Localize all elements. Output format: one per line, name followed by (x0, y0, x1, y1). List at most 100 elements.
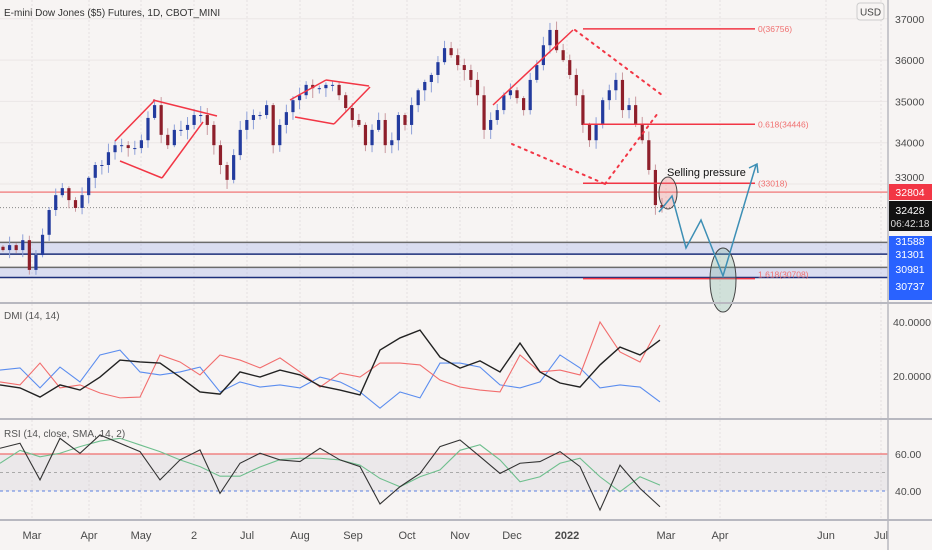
candle-body (634, 105, 638, 125)
wedge-line[interactable] (119, 160, 163, 179)
candle-body (574, 74, 578, 96)
candle-body (449, 48, 453, 56)
dmi-axis-tick: 40.0000 (893, 317, 931, 329)
candle-body (120, 145, 124, 147)
candle-body (344, 95, 348, 109)
candle-body (627, 105, 631, 111)
selling-pressure-annotation: Selling pressure (667, 167, 746, 179)
candle-body (581, 95, 585, 125)
candle-body (133, 148, 137, 150)
candle-body (620, 79, 625, 111)
candle-body (357, 119, 361, 125)
wedge-line[interactable] (289, 79, 327, 101)
candle-body (34, 255, 38, 270)
dotted-trend-line[interactable] (604, 112, 659, 185)
time-axis-label: Jun (817, 530, 835, 542)
wedge-line[interactable] (294, 116, 335, 125)
candle-body (139, 140, 143, 149)
candle-body (535, 65, 539, 80)
dotted-trend-line[interactable] (574, 29, 663, 96)
candle-body (337, 84, 341, 96)
candle-body (456, 55, 460, 66)
support-zone[interactable] (0, 242, 888, 255)
time-axis-label: Aug (290, 530, 310, 542)
rsi-axis-tick: 60.00 (895, 449, 921, 461)
support-zone[interactable] (0, 267, 888, 278)
candle-body (561, 50, 565, 61)
candle-body (100, 165, 104, 167)
candle-body (271, 105, 275, 146)
candle-body (14, 245, 18, 251)
candle-body (377, 119, 381, 130)
candle-body (232, 155, 236, 180)
drawings[interactable]: 0(36756) 0.618(34446) (33018) 1.618(30708) S… (114, 24, 809, 313)
candle-body (106, 152, 111, 166)
candle-body (363, 124, 368, 146)
wedge-line[interactable] (152, 99, 218, 117)
time-axis-label: Sep (343, 530, 363, 542)
time-axis-label: Jul (874, 530, 888, 542)
candle-body (40, 234, 45, 256)
candle-body (159, 105, 163, 135)
zone-price-value: 31588 (895, 236, 924, 248)
zone-price-value: 31301 (895, 249, 924, 261)
rsi-series-line (0, 434, 661, 512)
dmi-series-line (0, 320, 661, 399)
candle-body (126, 145, 130, 149)
candle-body (647, 140, 651, 170)
alert-price-label (889, 184, 932, 200)
candle-body (284, 112, 288, 125)
candle-body (475, 79, 480, 96)
projection-path[interactable] (658, 164, 757, 279)
zone-price-labels (889, 236, 932, 300)
target-ellipse[interactable] (709, 247, 737, 313)
candle-body (396, 115, 400, 141)
price-axis-tick: 37000 (895, 14, 924, 26)
candle-body (607, 90, 611, 101)
candle-body (47, 210, 51, 235)
rsi-axis-tick: 40.00 (895, 486, 921, 498)
candle-body (462, 65, 466, 71)
candle-body (568, 60, 572, 75)
currency-label: USD (860, 8, 881, 19)
trend-line[interactable] (492, 29, 574, 106)
zone-price-value: 30981 (895, 264, 924, 276)
candle-body (54, 195, 58, 211)
wedge-line[interactable] (114, 99, 156, 142)
candle-body (416, 90, 420, 106)
candle-body (403, 115, 407, 125)
candle-body (212, 124, 216, 146)
candle-body (166, 134, 170, 146)
candle-body (251, 115, 256, 120)
price-candles (1, 21, 664, 275)
dmi-pane (0, 320, 661, 409)
candle-body (265, 105, 269, 116)
dmi-title: DMI (14, 14) (4, 311, 60, 322)
candle-body (80, 195, 84, 208)
wedge-line[interactable] (161, 121, 204, 179)
candle-body (304, 84, 308, 96)
wedge-line[interactable] (333, 86, 371, 125)
candle-body (370, 129, 374, 146)
fib-level-label: 0.618(34446) (758, 119, 809, 129)
candle-body (548, 29, 552, 46)
currency-badge[interactable] (856, 2, 885, 21)
candle-body (146, 117, 150, 141)
candle-body (508, 90, 513, 96)
candle-body (317, 88, 321, 90)
candle-body (601, 100, 605, 125)
wedge-line[interactable] (325, 79, 370, 87)
dotted-trend-line[interactable] (511, 143, 606, 185)
candle-body (436, 62, 440, 75)
candle-body (297, 95, 302, 101)
last-price-label (889, 201, 932, 231)
dmi-series-line (0, 329, 661, 398)
price-axis-tick: 34000 (895, 138, 924, 150)
candle-body (192, 115, 196, 125)
selling-pressure-ellipse[interactable] (658, 176, 678, 210)
support-zones[interactable] (0, 191, 888, 279)
